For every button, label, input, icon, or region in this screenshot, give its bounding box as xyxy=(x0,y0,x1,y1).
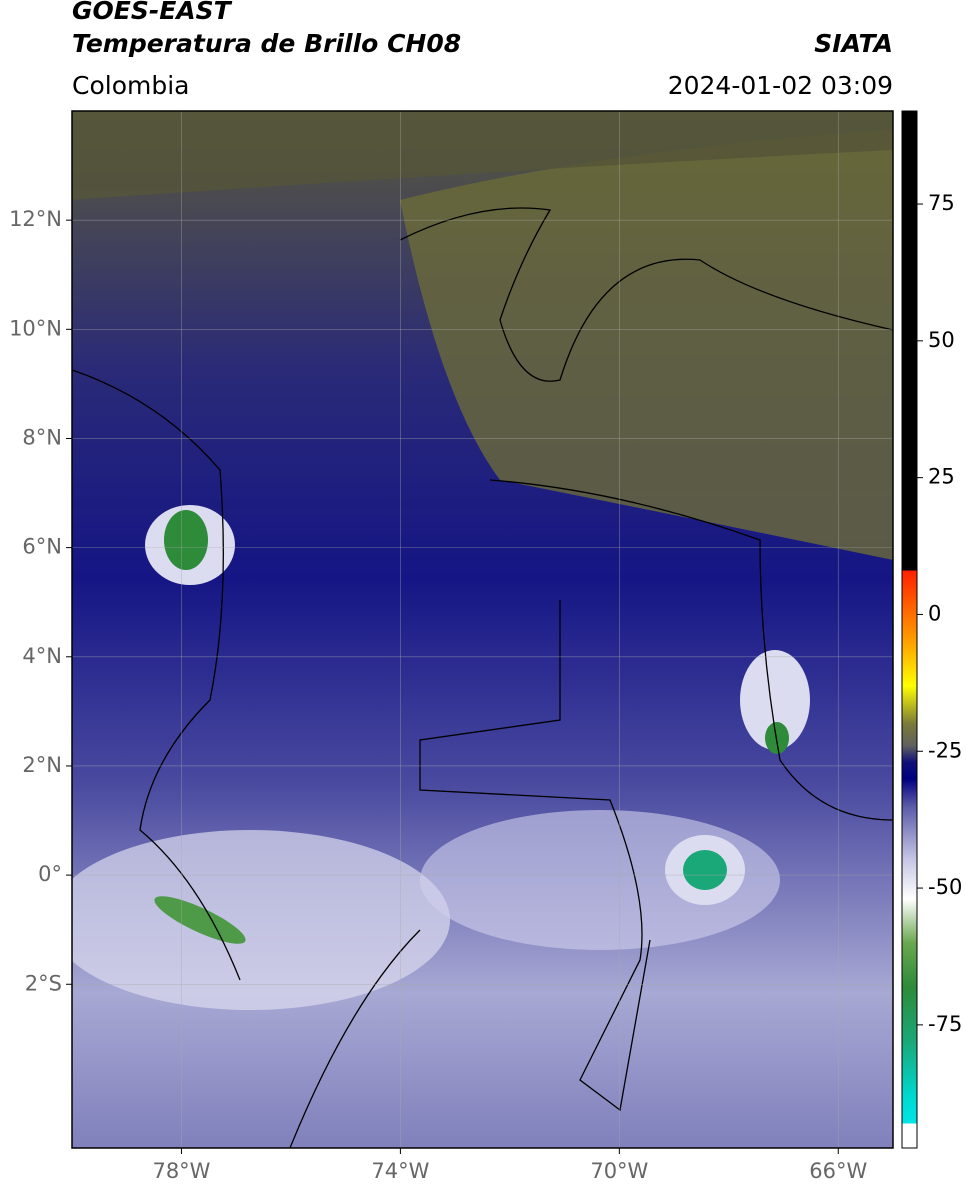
y-tick-label: 8°N xyxy=(22,425,62,449)
cloud xyxy=(72,830,450,1010)
colorbar xyxy=(901,110,918,1149)
title: GOES-EAST xyxy=(72,0,233,25)
cold-top xyxy=(154,896,246,944)
datetime: 2024-01-02 03:09 xyxy=(668,71,893,100)
region: Colombia xyxy=(72,71,189,100)
colorbar-tick-label: 50 xyxy=(928,328,955,352)
cold-top xyxy=(765,722,789,754)
subtitle: Temperatura de Brillo CH08 xyxy=(72,29,461,58)
colorbar-tick-label: -50 xyxy=(928,875,962,899)
source: SIATA xyxy=(814,29,893,58)
y-tick-label: 2°N xyxy=(22,753,62,777)
y-tick-label: 4°N xyxy=(22,644,62,668)
x-tick-label: 66°W xyxy=(809,1159,867,1183)
y-tick-label: 0° xyxy=(38,862,62,886)
colorbar-tick-label: 75 xyxy=(928,191,955,215)
colorbar-tick-label: -25 xyxy=(928,738,962,762)
cold-top xyxy=(683,850,727,890)
y-tick-label: 2°S xyxy=(25,971,62,995)
colorbar-tick-label: 25 xyxy=(928,465,955,489)
cold-top xyxy=(164,510,208,570)
colorbar-tick-label: -75 xyxy=(928,1012,962,1036)
y-tick-label: 6°N xyxy=(22,535,62,559)
border xyxy=(72,207,893,1148)
y-tick-label: 10°N xyxy=(9,316,62,340)
x-tick-label: 74°W xyxy=(371,1159,429,1183)
warm-area xyxy=(400,130,893,560)
cloud xyxy=(740,650,810,750)
warm-area xyxy=(72,111,893,200)
imagery xyxy=(72,111,893,1148)
y-tick-label: 12°N xyxy=(9,207,62,231)
colorbar-tick-label: 0 xyxy=(928,601,941,625)
x-tick-label: 78°W xyxy=(152,1159,210,1183)
x-tick-label: 70°W xyxy=(590,1159,648,1183)
map-frame xyxy=(71,110,894,1149)
